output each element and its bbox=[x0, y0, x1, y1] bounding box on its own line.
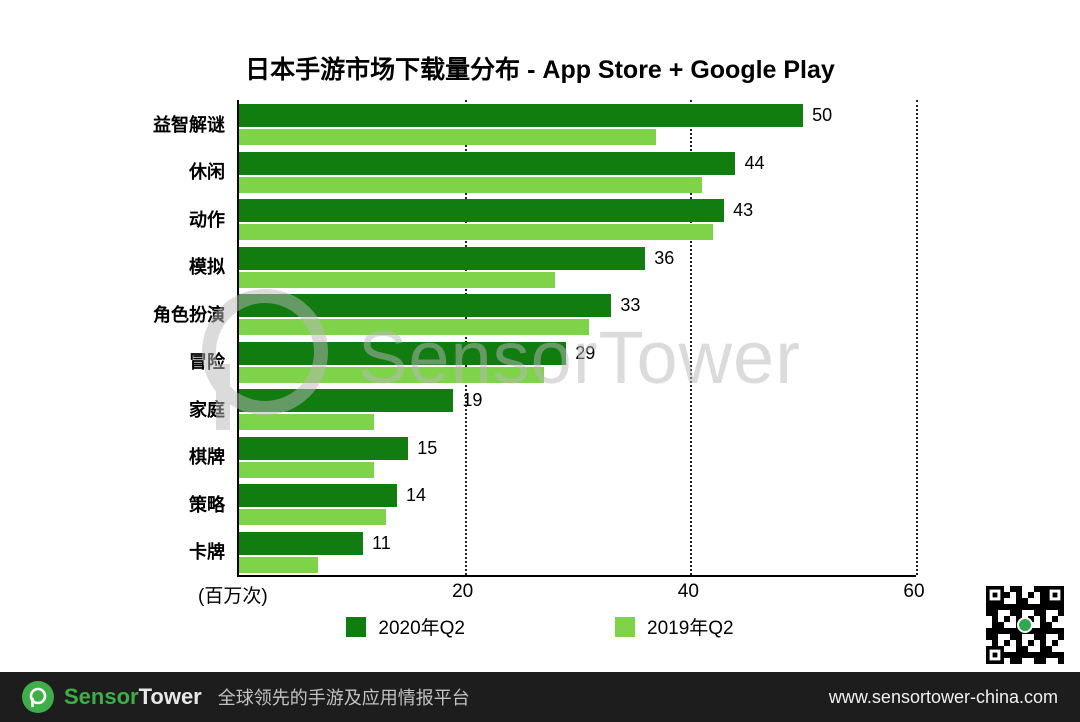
x-tick-label: 20 bbox=[452, 581, 474, 602]
bar-2020 bbox=[239, 104, 804, 127]
legend-label: 2019年Q2 bbox=[647, 618, 734, 639]
value-label: 14 bbox=[405, 485, 426, 505]
legend-label: 2020年Q2 bbox=[378, 618, 465, 639]
bar-2019 bbox=[239, 461, 375, 478]
bar-2020 bbox=[239, 341, 567, 365]
bar-2020 bbox=[239, 436, 409, 460]
category-label: 益智解谜 bbox=[153, 114, 225, 135]
value-label: 19 bbox=[462, 390, 483, 410]
category-label: 棋牌 bbox=[189, 447, 225, 468]
footer-brand-sensor: Sensor bbox=[64, 684, 139, 709]
bar-2019 bbox=[239, 414, 375, 430]
category-label: 休闲 bbox=[189, 162, 225, 183]
bar-2020 bbox=[239, 246, 646, 270]
footer-brand: SensorTower bbox=[64, 684, 202, 710]
category-label: 卡牌 bbox=[189, 542, 225, 563]
bar-2019 bbox=[239, 271, 555, 288]
legend-item: 2020年Q2 bbox=[346, 613, 465, 640]
bar-2020 bbox=[239, 151, 736, 175]
bar-2019 bbox=[239, 319, 589, 335]
value-label: 36 bbox=[654, 247, 675, 268]
chart-title: 日本手游市场下载量分布 - App Store + Google Play bbox=[245, 56, 835, 84]
bar-2020 bbox=[239, 484, 397, 507]
bar-2020 bbox=[239, 199, 725, 222]
bar-2020 bbox=[239, 531, 364, 555]
category-label: 冒险 bbox=[189, 352, 225, 373]
category-label: 动作 bbox=[189, 209, 225, 230]
bar-2019 bbox=[239, 176, 702, 193]
gridline bbox=[464, 100, 467, 575]
category-label: 角色扮演 bbox=[153, 304, 225, 325]
legend-item: 2019年Q2 bbox=[615, 613, 734, 640]
x-tick-label: 60 bbox=[903, 581, 925, 602]
value-label: 15 bbox=[417, 437, 438, 458]
category-label: 家庭 bbox=[189, 399, 225, 420]
category-label: 模拟 bbox=[189, 257, 225, 278]
legend-swatch bbox=[346, 616, 367, 637]
footer-bar: SensorTower 全球领先的手游及应用情报平台 www.sensortow… bbox=[0, 672, 1080, 722]
x-axis: 20 40 60 bbox=[237, 581, 924, 607]
bar-2019 bbox=[239, 129, 657, 145]
footer-brand-tower: Tower bbox=[138, 684, 202, 709]
bar-2019 bbox=[239, 224, 713, 240]
x-axis-unit-label: (百万次) bbox=[198, 586, 268, 607]
bar-2019 bbox=[239, 556, 318, 573]
sensortower-logo-icon bbox=[22, 681, 54, 713]
value-label: 50 bbox=[812, 105, 833, 125]
plot-area: 益智解谜 50 休闲 44 动作 43 模拟 36 角色扮演 33 冒险 29 家庭 19 棋牌 15 策略 14… bbox=[153, 100, 918, 577]
legend-swatch bbox=[615, 616, 635, 637]
value-label: 44 bbox=[744, 152, 765, 173]
chart-legend: 2020年Q2 2019年Q2 bbox=[0, 613, 1080, 640]
bar-2020 bbox=[239, 294, 612, 317]
x-tick-label: 40 bbox=[677, 581, 699, 602]
bar-2019 bbox=[239, 509, 386, 525]
value-label: 11 bbox=[372, 532, 391, 553]
value-label: 33 bbox=[620, 295, 641, 315]
footer-tagline: 全球领先的手游及应用情报平台 bbox=[217, 688, 470, 708]
bar-2020 bbox=[239, 389, 454, 412]
value-label: 29 bbox=[575, 342, 596, 363]
category-label: 策略 bbox=[189, 494, 225, 515]
gridline bbox=[690, 100, 693, 575]
value-label: 43 bbox=[733, 200, 754, 220]
bar-2019 bbox=[239, 366, 544, 383]
gridline bbox=[916, 100, 918, 575]
footer-url: www.sensortower-china.com bbox=[828, 686, 1058, 707]
qr-code bbox=[986, 586, 1064, 664]
